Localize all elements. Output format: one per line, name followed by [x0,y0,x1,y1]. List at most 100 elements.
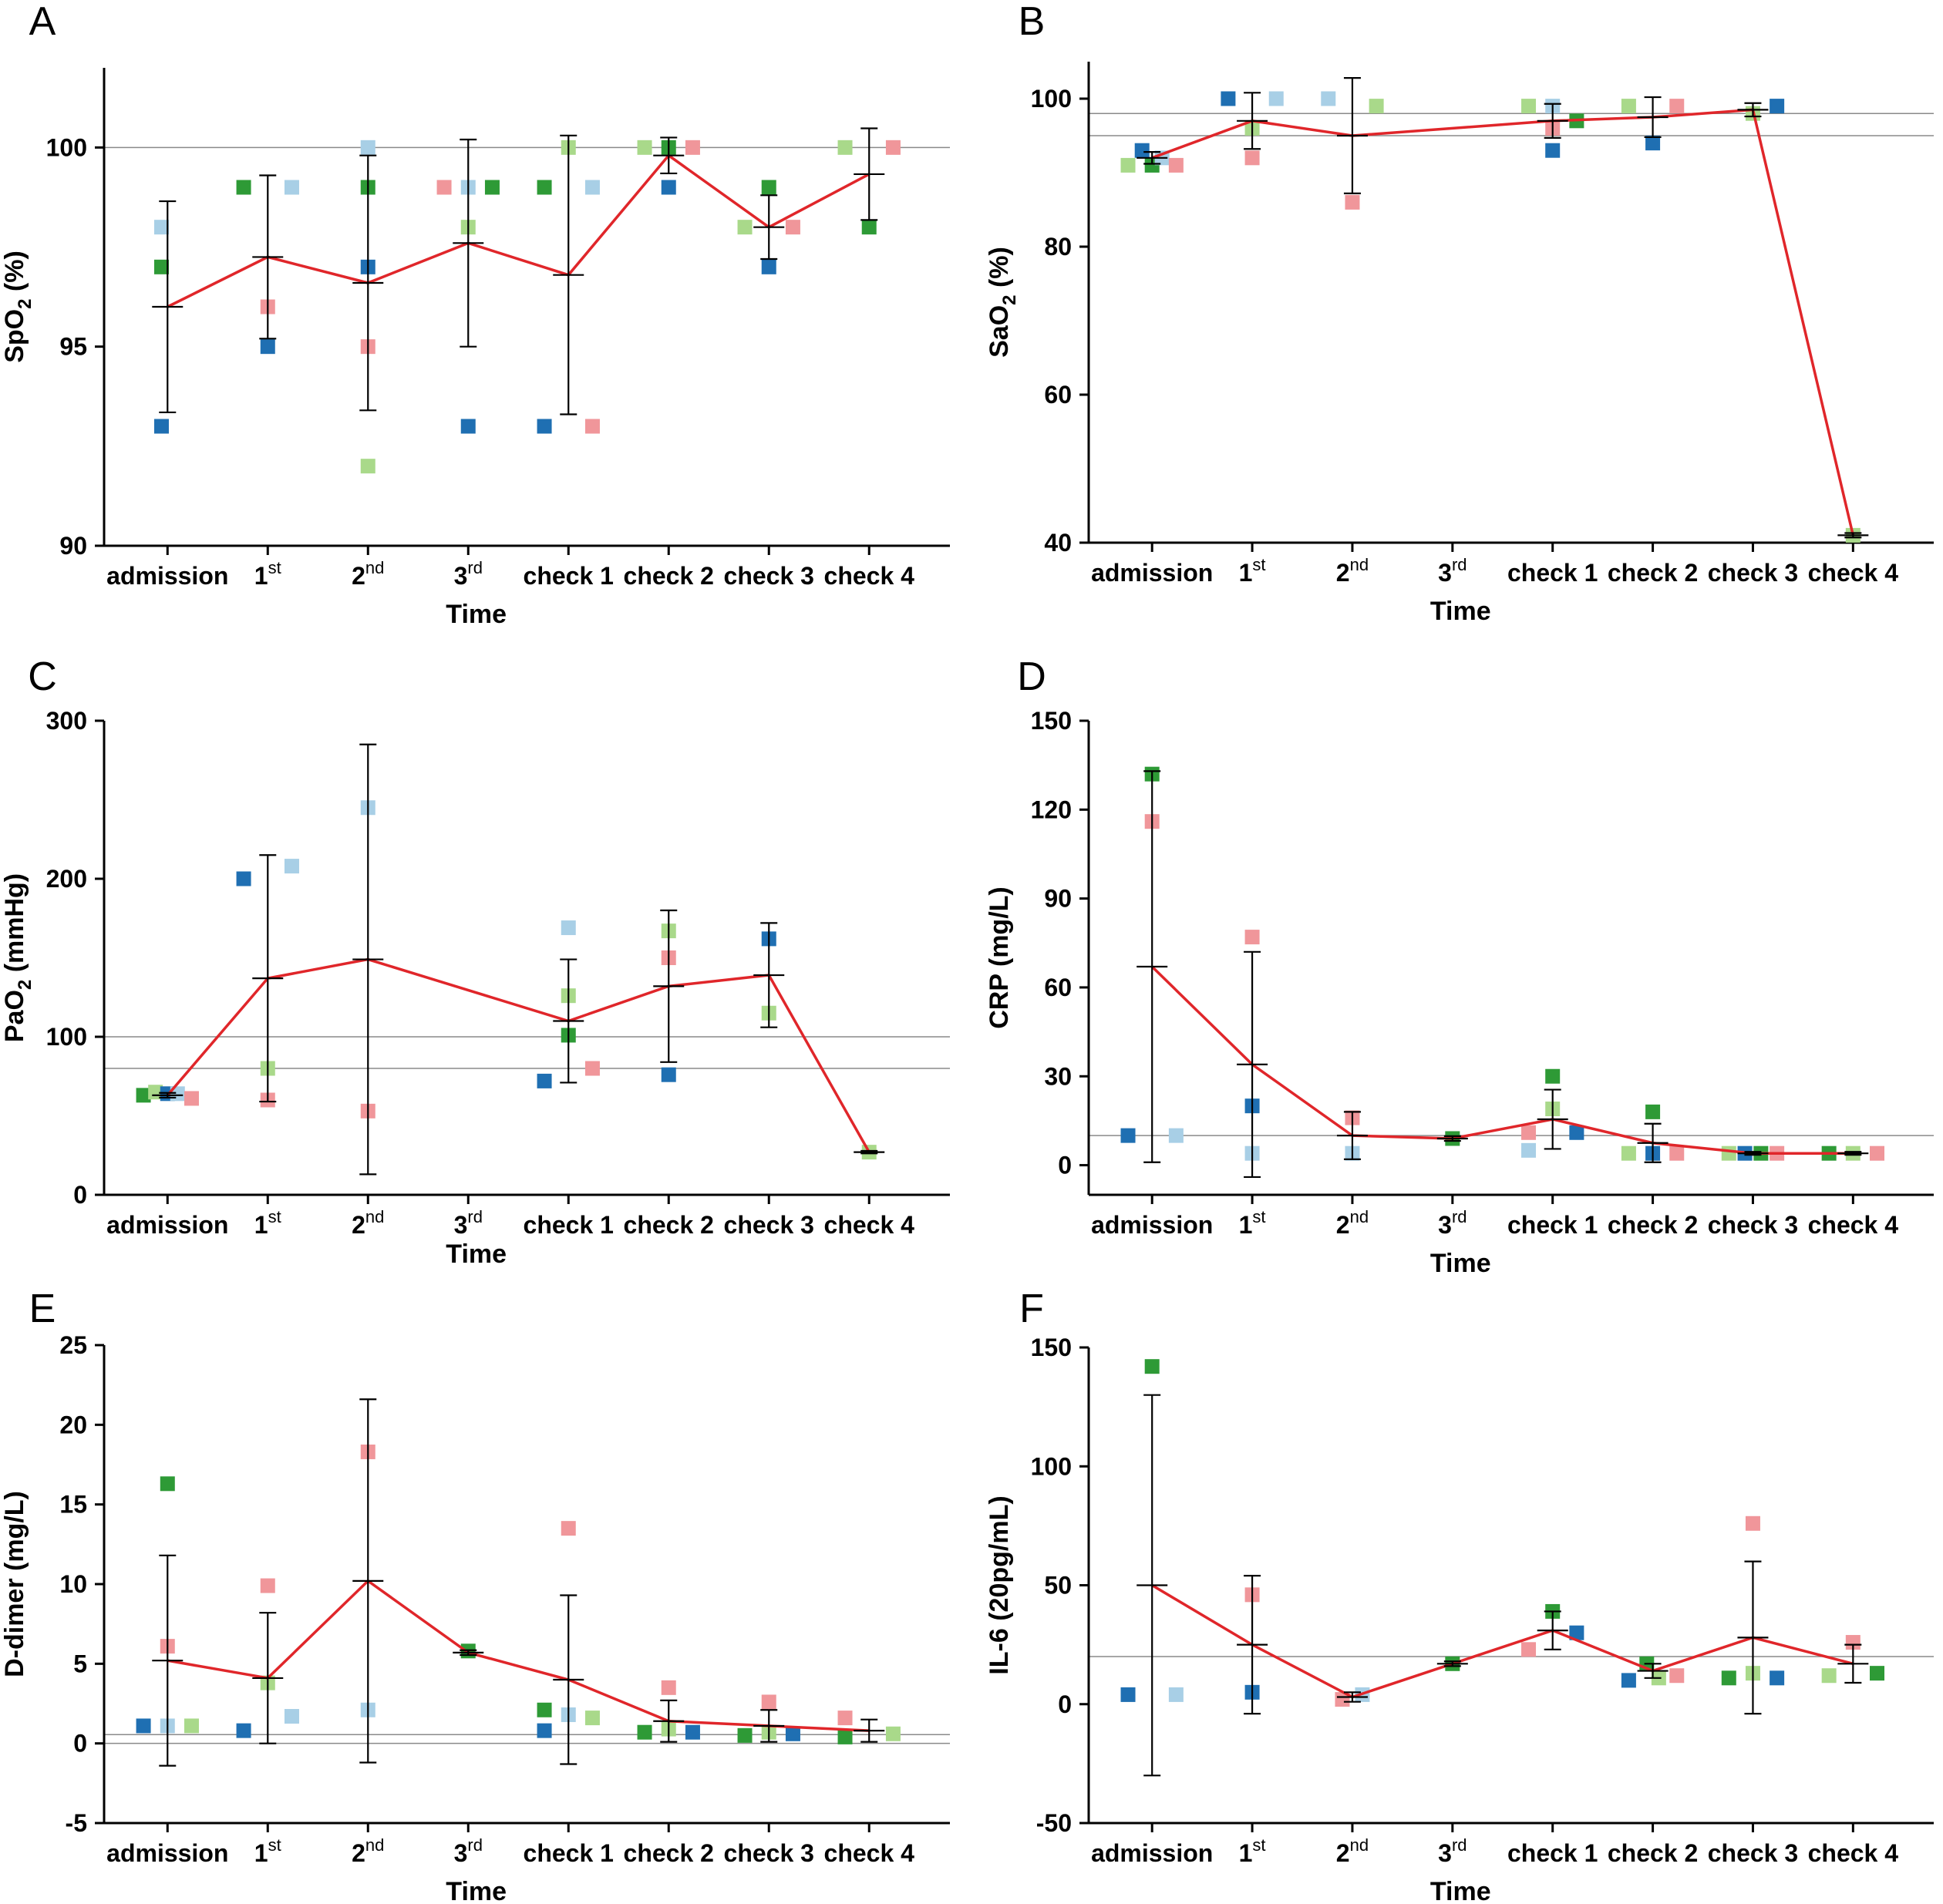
x-tick-label: check 3 [1708,559,1798,587]
data-point-dark-blue [537,419,552,434]
x-tick-label: check 4 [824,1211,915,1239]
data-point-light-green [584,1711,600,1726]
data-point-pink [685,140,700,155]
data-point-pink [885,140,901,155]
data-point-dark-green [153,259,169,274]
data-point-pink [1521,1642,1537,1657]
data-point-light-blue [584,180,600,195]
x-tick-label: check 1 [1507,1839,1598,1867]
x-tick-label: admission [1091,559,1213,587]
y-tick-label: 0 [73,1181,87,1209]
y-tick-label: 40 [1044,529,1072,557]
x-tick-label: check 4 [1808,1839,1899,1867]
mean-line [167,1579,870,1732]
data-point-dark-blue [1770,99,1785,114]
x-tick-label: check 1 [1507,1211,1598,1239]
x-tick-label: check 4 [824,1839,915,1867]
data-point-light-blue [1168,1687,1184,1702]
y-axis-title: D-dimer (mg/L) [0,1491,29,1677]
data-point-dark-green [236,180,251,195]
data-point-pink [260,1578,275,1593]
y-tick-label: 0 [73,1730,87,1758]
y-tick-label: 95 [59,333,87,361]
data-point-pink [1168,157,1184,173]
data-point-dark-blue [1645,136,1661,151]
data-point-light-green [184,1718,199,1734]
data-point-pink [1870,1145,1885,1161]
x-tick-label: check 4 [1808,559,1899,587]
data-point-dark-green [1870,1666,1885,1681]
x-tick-label: check 1 [524,1211,614,1239]
y-tick-label: 120 [1031,796,1072,823]
data-point-dark-green [1721,1670,1736,1686]
x-tick-label: 1st [1239,1207,1266,1239]
data-point-light-blue [153,220,169,235]
panel-b: B 40 60 80 100 admission 1st 2nd 3rd check 1 check… [985,0,1934,626]
panel-e: E -5 0 5 10 15 20 25 admission 1st 2nd 3rd check 1 ch… [0,1287,950,1904]
data-point-pink [785,220,800,235]
x-tick-label: 1st [254,558,281,590]
data-point-dark-green [637,1724,652,1740]
x-tick-label: admission [1091,1839,1213,1867]
data-point-light-green [637,140,652,155]
x-tick-label: check 4 [824,562,915,590]
y-tick-label: 60 [1044,381,1072,409]
data-point-pink [1845,1635,1860,1650]
y-tick-label: 50 [1044,1572,1072,1600]
data-point-light-green [1521,99,1537,114]
data-point-dark-blue [236,1723,251,1738]
data-point-light-green [1120,157,1136,173]
data-point-dark-blue [260,339,275,355]
data-point-pink [661,1680,676,1695]
x-tick-label: check 3 [724,562,814,590]
x-tick-label: 1st [254,1835,281,1867]
y-tick-label: 0 [1058,1690,1072,1718]
x-tick-label: admission [106,562,228,590]
y-axis-title: PaO2 (mmHg) [0,873,35,1042]
x-tick-label: 2nd [1336,1835,1369,1867]
panel-letter: C [28,654,57,699]
data-point-dark-green [1545,1068,1561,1084]
mean-line [1150,965,1854,1155]
data-point-pink [436,180,452,195]
y-tick-label: -50 [1036,1809,1072,1837]
panel-letter: E [29,1287,56,1331]
x-tick-label: 1st [1239,555,1266,587]
data-point-pink [1669,99,1685,114]
y-tick-label: 80 [1044,233,1072,261]
data-point-light-green [1721,1145,1736,1161]
y-tick-label: 60 [1044,974,1072,1001]
x-tick-label: 3rd [454,1835,483,1867]
data-point-dark-green [1645,1104,1661,1119]
data-point-dark-blue [1120,1687,1136,1702]
y-tick-label: 5 [73,1650,87,1677]
x-axis-title: Time [1430,597,1491,626]
data-point-pink [1244,930,1260,945]
data-point-pink [1345,194,1360,210]
data-point-light-blue [1321,91,1336,106]
data-point-dark-green [837,1729,853,1744]
y-tick-label: 100 [1031,85,1072,113]
panel-f: F -50 0 50 100 150 admission 1st 2nd 3rd check 1 ch… [985,1287,1934,1904]
data-point-pink [1669,1145,1685,1161]
x-tick-label: 3rd [1438,1835,1467,1867]
data-point-pink [584,419,600,434]
data-point-dark-blue [1221,91,1236,106]
x-tick-label: admission [1091,1211,1213,1239]
data-point-pink [1745,1515,1760,1531]
y-tick-label: 30 [1044,1062,1072,1090]
y-axis-title: SpO2 (%) [0,251,35,363]
data-point-pink [1335,1692,1350,1707]
data-point-light-blue [284,859,299,874]
data-point-dark-green [737,1727,753,1743]
y-tick-label: -5 [66,1809,87,1837]
x-tick-label: check 1 [524,562,614,590]
data-point-light-green [1621,99,1636,114]
data-point-pink [1244,150,1260,166]
data-point-light-blue [1268,91,1284,106]
y-tick-label: 100 [46,1023,87,1051]
y-tick-label: 150 [1031,707,1072,735]
data-point-dark-blue [661,1067,676,1082]
